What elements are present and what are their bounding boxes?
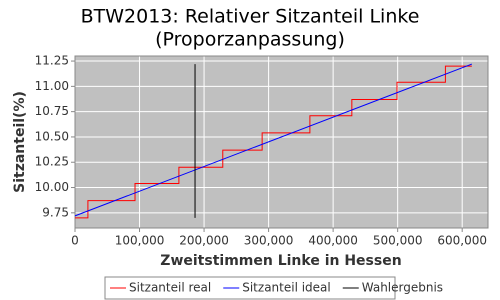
- chart-subtitle: (Proporzanpassung): [155, 29, 345, 51]
- legend-label: Sitzanteil real: [129, 281, 211, 295]
- plot-border: [74, 55, 489, 229]
- y-tick-label: 10.50: [35, 129, 69, 143]
- series-line: [75, 65, 472, 219]
- legend-label: Wahlergebnis: [362, 281, 443, 295]
- y-tick-label: 11.00: [35, 79, 69, 93]
- series-line: [74, 63, 473, 217]
- x-tick-label: 600,000: [437, 234, 487, 248]
- x-tick-label: 500,000: [373, 234, 423, 248]
- x-tick-label: 100,000: [115, 234, 165, 248]
- y-tick-label: 10.25: [35, 155, 69, 169]
- x-axis-label: Zweitstimmen Linke in Hessen: [160, 253, 401, 269]
- x-tick-label: 300,000: [244, 234, 294, 248]
- y-tick-label: 10.75: [35, 104, 69, 118]
- x-tick-label: 0: [71, 234, 79, 248]
- x-tick-label: 200,000: [179, 234, 229, 248]
- x-tick-label: 400,000: [308, 234, 358, 248]
- chart-title: BTW2013: Relativer Sitzanteil Linke: [81, 6, 420, 28]
- y-tick-label: 11.25: [35, 54, 69, 68]
- y-tick-label: 10.00: [35, 180, 69, 194]
- legend-box: [104, 276, 396, 300]
- legend-label: Sitzanteil ideal: [242, 281, 331, 295]
- y-tick-label: 9.75: [42, 205, 69, 219]
- y-axis-label: Sitzanteil(%): [12, 91, 28, 193]
